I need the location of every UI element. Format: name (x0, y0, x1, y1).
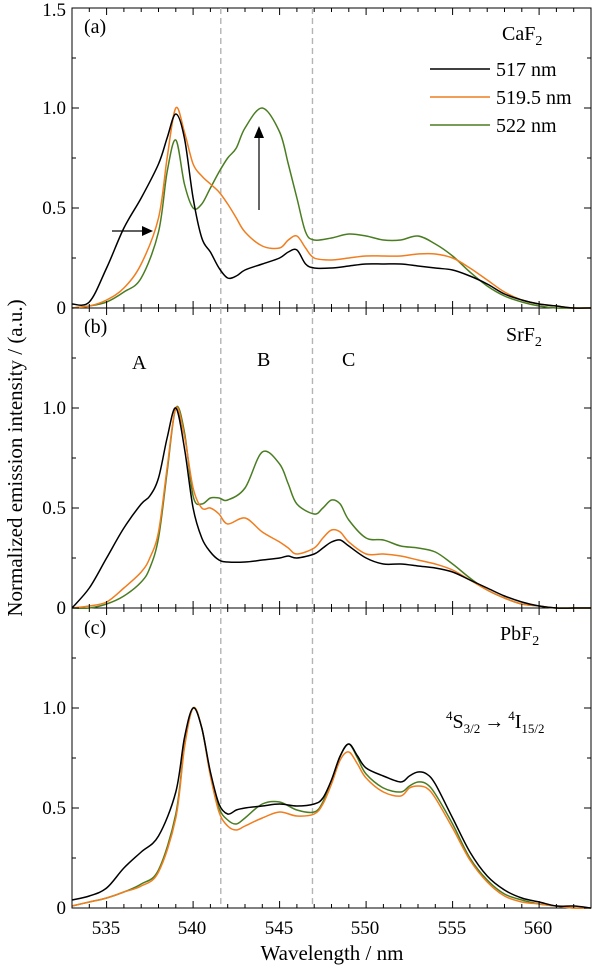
x-tick-label: 550 (351, 918, 380, 939)
host-label-b: SrF2 (506, 324, 542, 350)
series-line-b-522 (71, 405, 591, 610)
x-tick-label: 560 (524, 918, 553, 939)
region-label-c: C (342, 349, 355, 371)
y-tick-label: 1.0 (42, 698, 66, 719)
y-tick-label: 0 (57, 898, 67, 919)
y-tick-label: 1.0 (42, 98, 66, 119)
x-axis-label: Wavelength / nm (261, 941, 404, 965)
y-tick-label: 0 (57, 598, 67, 619)
x-tick-label: 555 (438, 918, 467, 939)
series-line-a-522 (71, 107, 591, 309)
transition-label: 4S3/2 → 4I15/2 (446, 708, 545, 736)
arrow-right-annotation (112, 226, 153, 236)
host-label-c: PbF2 (500, 623, 539, 649)
series-line-c-522 (71, 706, 592, 909)
x-tick-label: 545 (265, 918, 294, 939)
series-line-b-517 (71, 407, 591, 609)
y-tick-label: 0.5 (42, 198, 66, 219)
panel-tag-b: (b) (84, 316, 107, 338)
panel-tag-a: (a) (84, 16, 106, 38)
series-line-c-517 (71, 707, 592, 909)
region-label-b: B (257, 349, 270, 371)
series-line-c-5195 (71, 706, 592, 909)
panel-tag-c: (c) (84, 617, 106, 639)
y-tick-label: 0.5 (42, 798, 66, 819)
series-line-a-5195 (71, 106, 592, 309)
arrow-up-annotation (254, 126, 264, 210)
region-label-a: A (132, 352, 147, 374)
plot-frame (71, 7, 592, 909)
x-tick-label: 535 (92, 918, 121, 939)
series-line-b-5195 (71, 406, 591, 609)
legend-label-5195: 519.5 nm (496, 87, 572, 109)
legend-label-522: 522 nm (496, 115, 557, 137)
y-tick-label: 0.5 (42, 498, 66, 519)
x-tick-label: 540 (178, 918, 207, 939)
y-tick-label: 1.5 (42, 0, 66, 21)
host-label-a: CaF2 (502, 23, 542, 49)
y-tick-label: 1.0 (42, 398, 66, 419)
y-tick-label: 0 (57, 298, 67, 319)
series-line-a-517 (71, 113, 592, 309)
legend-label-517: 517 nm (496, 59, 557, 81)
y-axis-label: Normalized emission intensity / (a.u.) (3, 299, 27, 616)
